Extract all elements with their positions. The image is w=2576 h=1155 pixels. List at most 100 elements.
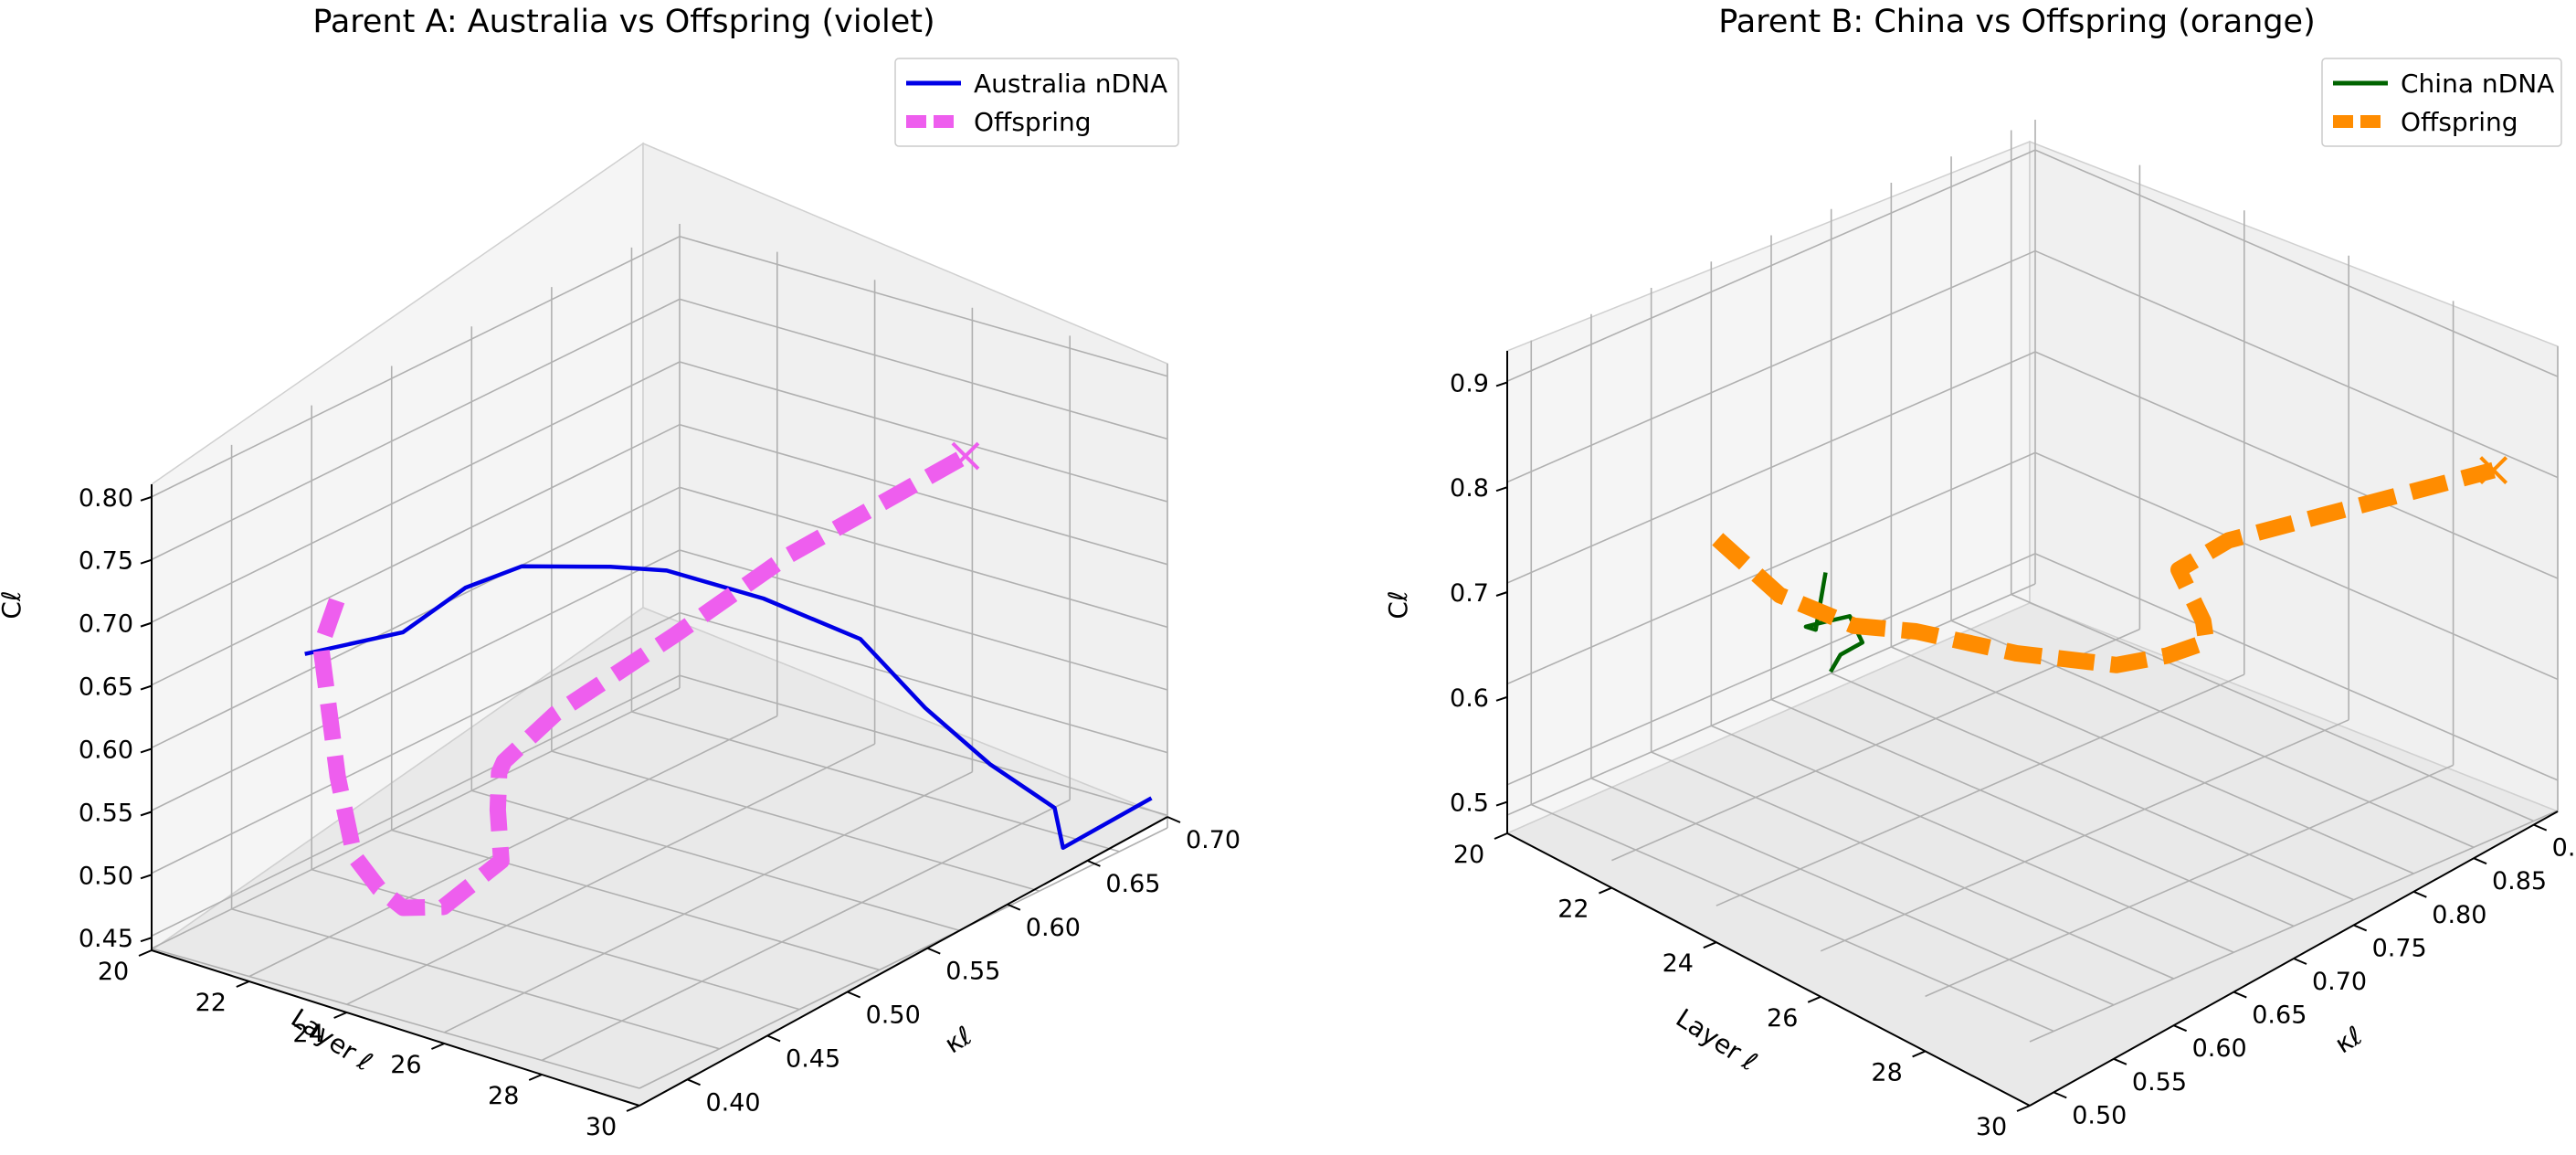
legend-label-offspring-b: Offspring [2401, 107, 2518, 137]
z-tick-label-0-60: 0.60 [79, 736, 133, 764]
chart-title-b: Parent B: China vs Offspring (orange) [1718, 4, 2316, 40]
x-tick-label-30: 30 [1976, 1113, 2007, 1141]
y-tick-mark-0-65 [2233, 991, 2247, 999]
x-tick-mark-26 [431, 1043, 445, 1050]
y-tick-mark-0-60 [2173, 1024, 2188, 1033]
x-tick-mark-24 [333, 1012, 347, 1019]
z-grid-0-80 [151, 235, 1168, 498]
x-grid-floor-22 [248, 715, 778, 978]
z-tick-mark-0-70 [140, 621, 153, 628]
y-grid-floor-0-80 [1651, 751, 2174, 980]
x-grid-floor-24 [346, 743, 875, 1005]
y-tick-mark-0-85 [2473, 857, 2487, 865]
y-tick-mark-0-55 [2113, 1057, 2127, 1065]
x-tick-mark-28 [528, 1074, 543, 1081]
z-tick-mark-0-8 [1495, 486, 1508, 493]
z-tick-label-0-50: 0.50 [79, 862, 133, 890]
z-tick-label-0-5: 0.5 [1450, 789, 1489, 818]
z-tick-mark-0-45 [140, 937, 153, 943]
legend-a: Australia nDNA Offspring [894, 58, 1179, 147]
z-tick-mark-0-55 [140, 811, 153, 817]
ticks-a: 20 22 24 26 28 30 0.40 0.45 0.50 0.55 0.60 0.65 0.70… [79, 484, 1240, 1141]
z-grid-0-70 [151, 361, 1168, 623]
legend-label-china: China nDNA [2401, 69, 2554, 99]
y-grid-floor-0-60 [311, 868, 800, 1011]
y-grid-floor-0-85 [1590, 778, 2115, 1006]
z-tick-mark-0-60 [140, 747, 153, 754]
y-grid-floor-0-45 [551, 750, 1040, 892]
z-axis-label-b: Cℓ [1383, 590, 1413, 619]
y-tick-label-0-50: 0.50 [2072, 1101, 2127, 1129]
y-tick-label-0-85: 0.85 [2492, 867, 2547, 895]
chart-title-a: Parent A: Australia vs Offspring (violet… [312, 4, 934, 40]
z-grid-0-6 [1506, 451, 2559, 685]
y-tick-label-0-55: 0.55 [2132, 1068, 2187, 1097]
y-tick-mark-0-65 [1087, 859, 1101, 867]
y-grid-floor-0-65 [231, 908, 720, 1050]
z-tick-label-0-9: 0.9 [1450, 369, 1489, 397]
y-grid-floor-0-90 [1530, 803, 2054, 1033]
series-end-marker-offspring [2479, 456, 2508, 484]
y-tick-label-0-60: 0.60 [1026, 914, 1081, 942]
y-tick-label-0-80: 0.80 [2432, 901, 2486, 929]
z-grid-0-50 [151, 611, 1168, 874]
z-axis-label-a: Cℓ [0, 590, 26, 619]
legend-label-australia: Australia nDNA [974, 69, 1167, 99]
y-tick-mark-0-75 [2353, 924, 2368, 932]
z-tick-mark-0-9 [1495, 381, 1508, 387]
x-tick-label-20: 20 [1453, 841, 1484, 869]
y-grid-floor-0-70 [1770, 698, 2295, 927]
y-tick-mark-0-70 [1167, 816, 1181, 823]
y-tick-label-0-70: 0.70 [2312, 968, 2367, 996]
series-line-china-ndna [1803, 572, 1865, 673]
x-tick-mark-22 [236, 980, 250, 988]
x-tick-label-24: 24 [1663, 949, 1694, 978]
y-tick-mark-0-90 [2533, 823, 2548, 832]
x-axis-line [1506, 832, 2031, 1107]
y-tick-label-0-40: 0.40 [705, 1088, 760, 1117]
y-grid-floor-0-60 [1891, 646, 2414, 874]
legend-box-a [894, 58, 1179, 147]
z-tick-mark-0-6 [1495, 695, 1508, 702]
z-grid-0-45 [151, 674, 1168, 937]
y-tick-mark-0-50 [847, 991, 861, 999]
series-line-offspring [1712, 461, 2496, 673]
x-tick-mark-26 [1807, 995, 1821, 1003]
x-tick-mark-30 [2016, 1105, 2031, 1112]
z-tick-label-0-8: 0.8 [1450, 474, 1489, 503]
x-tick-label-22: 22 [195, 989, 227, 1017]
x-grid-floor-26 [444, 771, 973, 1033]
y-tick-mark-0-40 [687, 1078, 701, 1086]
legend-label-offspring-a: Offspring [974, 107, 1092, 137]
z-grid-0-8 [1506, 249, 2559, 483]
x-tick-mark-20 [1494, 832, 1508, 840]
y-tick-mark-0-50 [2053, 1091, 2067, 1099]
y-tick-label-0-65: 0.65 [2252, 1001, 2307, 1030]
z-tick-mark-0-65 [140, 684, 153, 691]
axes-a [151, 484, 1168, 1107]
legend-box-b [2321, 58, 2562, 147]
z-tick-mark-0-5 [1495, 800, 1508, 807]
y-tick-label-0-90: 0.90 [2552, 834, 2576, 863]
x-tick-mark-20 [138, 949, 153, 957]
y-tick-label-0-65: 0.65 [1105, 870, 1160, 898]
y-grid-floor-0-70 [151, 948, 640, 1089]
x-tick-mark-24 [1703, 941, 1717, 949]
z-grid-0-9 [1506, 149, 2559, 382]
z-tick-mark-0-75 [140, 558, 153, 565]
y-tick-mark-0-60 [1007, 903, 1021, 911]
x-tick-label-28: 28 [1871, 1058, 1902, 1086]
z-tick-label-0-70: 0.70 [79, 610, 133, 639]
chart-panel-a: Parent A: Australia vs Offspring (violet… [0, 4, 1240, 1141]
x-tick-label-30: 30 [586, 1113, 617, 1141]
x-tick-label-24: 24 [292, 1020, 323, 1048]
y-tick-label-0-50: 0.50 [866, 1001, 921, 1030]
y-grid-floor-0-40 [631, 711, 1120, 853]
x-grid-floor-28 [541, 799, 1071, 1062]
y-grid-floor-0-65 [1831, 673, 2355, 901]
y-grid-floor-0-75 [1711, 725, 2234, 953]
z-grid-0-5 [1506, 552, 2559, 786]
x-tick-label-26: 26 [390, 1051, 421, 1079]
z-tick-mark-0-50 [140, 874, 153, 880]
